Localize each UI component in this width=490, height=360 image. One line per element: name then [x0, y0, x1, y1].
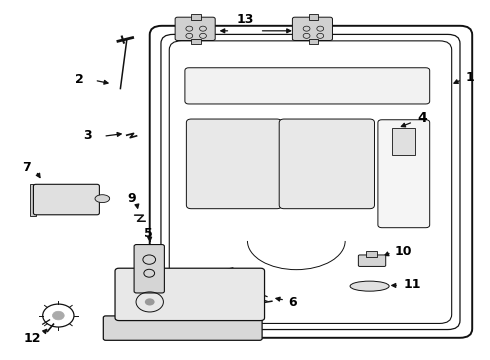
FancyBboxPatch shape: [186, 119, 282, 209]
FancyBboxPatch shape: [103, 316, 262, 340]
Text: 2: 2: [75, 73, 84, 86]
Bar: [309, 39, 318, 44]
Circle shape: [52, 311, 64, 320]
FancyBboxPatch shape: [293, 17, 332, 41]
FancyBboxPatch shape: [134, 244, 164, 293]
Text: 12: 12: [24, 332, 41, 345]
Text: 1: 1: [466, 71, 474, 84]
Text: 11: 11: [404, 278, 421, 291]
FancyBboxPatch shape: [33, 184, 99, 215]
Ellipse shape: [95, 195, 110, 203]
Bar: [191, 14, 201, 20]
FancyBboxPatch shape: [169, 41, 452, 323]
Circle shape: [145, 298, 155, 306]
Text: 9: 9: [127, 192, 136, 205]
FancyBboxPatch shape: [358, 255, 386, 266]
Text: 10: 10: [395, 244, 413, 257]
Bar: [392, 128, 415, 155]
Bar: [191, 39, 201, 44]
FancyBboxPatch shape: [175, 17, 215, 41]
Text: 3: 3: [83, 129, 92, 142]
Text: 4: 4: [417, 111, 427, 125]
Bar: [309, 14, 318, 20]
Ellipse shape: [350, 281, 389, 291]
FancyBboxPatch shape: [150, 26, 472, 338]
FancyBboxPatch shape: [378, 120, 430, 228]
FancyBboxPatch shape: [185, 68, 430, 104]
Bar: [366, 251, 377, 257]
Text: 7: 7: [22, 161, 30, 174]
Text: 13: 13: [236, 13, 254, 26]
FancyBboxPatch shape: [161, 35, 460, 329]
Text: 8: 8: [181, 307, 190, 320]
FancyBboxPatch shape: [279, 119, 374, 209]
Bar: [30, 184, 36, 216]
Text: 5: 5: [144, 227, 152, 240]
FancyBboxPatch shape: [115, 268, 265, 320]
Text: 6: 6: [289, 296, 297, 309]
